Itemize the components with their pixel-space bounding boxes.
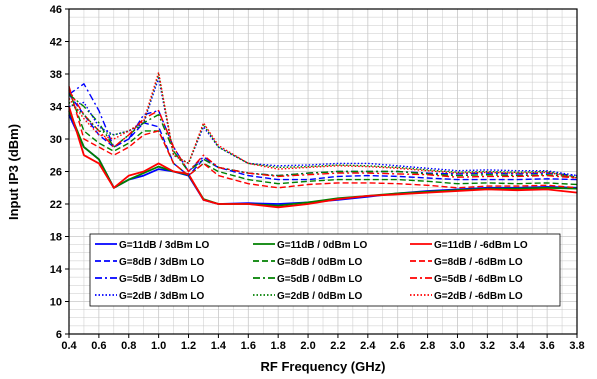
- x-tick-label: 2.2: [330, 340, 345, 352]
- x-tick-label: 1.2: [181, 340, 196, 352]
- x-tick-label: 3.0: [450, 340, 465, 352]
- series-line-4: [68, 90, 578, 186]
- x-axis-ticks: 0.4 0.6 0.8 1.0 1.2 1.4 1.6 1.8 2.0 2.2 2.4 2.6 2.8 3…: [61, 334, 585, 352]
- legend-entry: G=8dB / 0dBm LO: [277, 257, 363, 268]
- y-tick-label: 14: [50, 264, 63, 276]
- x-tick-label: 1.6: [241, 340, 256, 352]
- x-tick-label: 3.6: [539, 340, 554, 352]
- x-tick-label: 3.4: [510, 340, 526, 352]
- legend-entry: G=2dB / 3dBm LO: [119, 291, 205, 302]
- y-tick-label: 38: [50, 69, 62, 81]
- legend-entry: G=8dB / -6dBm LO: [434, 257, 523, 268]
- x-tick-label: 2.6: [390, 340, 405, 352]
- x-tick-label: 2.4: [360, 340, 376, 352]
- legend-entry: G=2dB / -6dBm LO: [434, 291, 523, 302]
- x-tick-label: 0.8: [121, 340, 136, 352]
- x-tick-label: 3.8: [569, 340, 584, 352]
- legend-entry: G=11dB / -6dBm LO: [434, 240, 528, 251]
- series-line-3: [68, 93, 578, 181]
- y-tick-label: 34: [50, 102, 63, 114]
- y-axis-ticks: 6 10 14 18 22 26 30 34 38 42 46: [50, 4, 69, 341]
- y-tick-label: 22: [50, 199, 62, 211]
- x-tick-label: 1.0: [151, 340, 166, 352]
- y-tick-label: 6: [56, 329, 62, 341]
- legend-entry: G=2dB / 0dBm LO: [277, 291, 363, 302]
- x-tick-label: 2.0: [300, 340, 315, 352]
- legend-entry: G=11dB / 3dBm LO: [119, 240, 210, 251]
- x-tick-label: 3.2: [480, 340, 495, 352]
- series-line-8: [68, 89, 578, 179]
- series-line-2: [68, 106, 578, 209]
- x-tick-label: 1.4: [211, 340, 227, 352]
- data-series: [68, 71, 578, 209]
- series-line-11: [68, 71, 578, 179]
- series-line-10: [68, 73, 578, 178]
- legend-entry: G=8dB / 3dBm LO: [119, 257, 205, 268]
- x-axis-label: RF Frequency (GHz): [261, 359, 386, 374]
- x-tick-label: 0.6: [91, 340, 106, 352]
- legend-entry: G=5dB / 3dBm LO: [119, 274, 205, 285]
- x-tick-label: 0.4: [61, 340, 77, 352]
- y-tick-label: 10: [50, 297, 62, 309]
- y-axis-label: Input IP3 (dBm): [6, 124, 21, 220]
- legend-entry: G=11dB / 0dBm LO: [277, 240, 368, 251]
- y-tick-label: 18: [50, 232, 62, 244]
- legend: G=11dB / 3dBm LO G=11dB / 0dBm LO G=11dB /…: [89, 233, 561, 307]
- legend-box: [89, 233, 561, 307]
- x-tick-label: 1.8: [271, 340, 286, 352]
- x-tick-label: 2.8: [420, 340, 435, 352]
- y-tick-label: 26: [50, 167, 62, 179]
- y-tick-label: 42: [50, 37, 62, 49]
- y-tick-label: 46: [50, 4, 62, 16]
- legend-entry: G=5dB / 0dBm LO: [277, 274, 363, 285]
- y-tick-label: 30: [50, 134, 62, 146]
- series-line-5: [68, 86, 578, 189]
- legend-entry: G=5dB / -6dBm LO: [434, 274, 523, 285]
